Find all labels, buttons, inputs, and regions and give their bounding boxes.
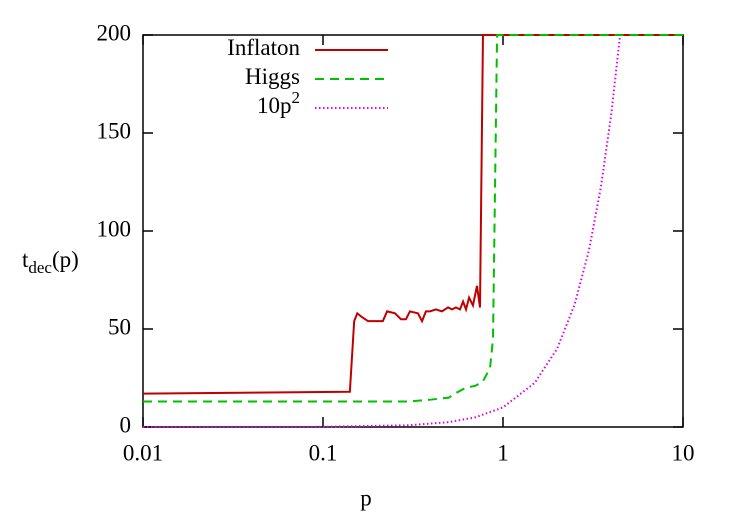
x-tick-label: 0.1 <box>309 440 338 465</box>
series-line <box>143 34 683 403</box>
y-tick-label: 0 <box>120 412 132 437</box>
plot-frame <box>142 34 684 428</box>
legend-label: Inflaton <box>227 35 300 60</box>
y-tick-label: 200 <box>97 20 132 45</box>
series-line <box>143 35 622 428</box>
y-tick-label: 150 <box>97 118 132 143</box>
legend-name: Inflaton <box>227 35 300 60</box>
x-tick-label: 0.01 <box>123 440 163 465</box>
y-axis-label-sub: dec <box>28 258 52 277</box>
x-tick-label: 1 <box>497 440 509 465</box>
y-tick-label: 100 <box>97 216 132 241</box>
legend-name: 10p <box>257 93 292 118</box>
legend-sup: 2 <box>292 88 301 107</box>
y-tick-label: 50 <box>108 314 131 339</box>
series-line <box>143 34 683 395</box>
legend-label: Higgs <box>245 64 300 89</box>
y-axis-label-end: (p) <box>52 247 79 272</box>
legend-name: Higgs <box>245 64 300 89</box>
y-axis-label: tdec(p) <box>22 247 79 277</box>
y-axis-label-main: t <box>22 247 29 272</box>
x-tick-label: 10 <box>672 440 695 465</box>
x-axis-label: p <box>360 485 372 510</box>
legend-label: 10p2 <box>257 88 300 118</box>
